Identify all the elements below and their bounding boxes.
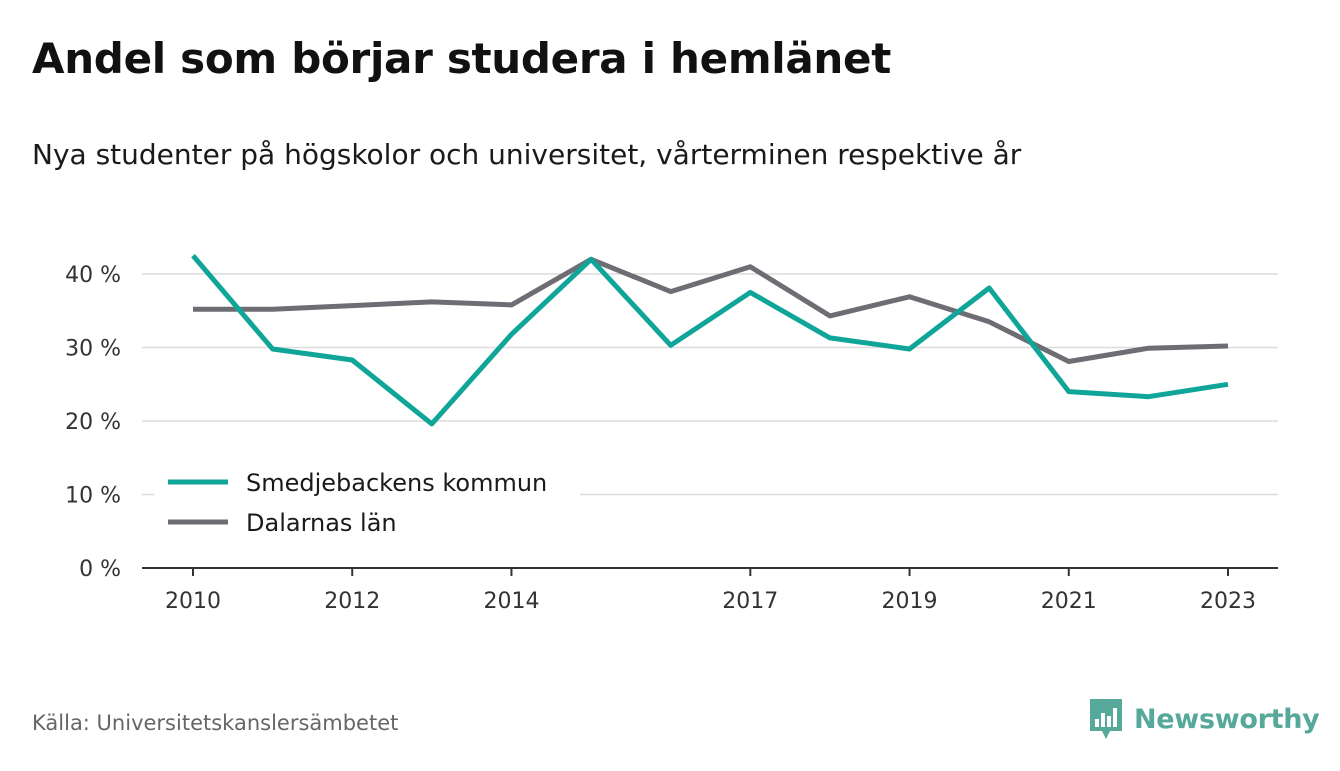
y-tick-label: 10 % xyxy=(65,484,121,509)
line-chart: 0 % 10 % 20 % 30 % 40 % 2010 2012 2014 2017 2019 2… xyxy=(65,253,1278,614)
x-tick-label: 2023 xyxy=(1200,589,1256,614)
y-tick-label: 40 % xyxy=(65,263,121,288)
chart-subtitle: Nya studenter på högskolor och universit… xyxy=(32,138,1022,171)
series-line-dalarna xyxy=(193,256,1229,364)
x-tick-label: 2021 xyxy=(1041,589,1097,614)
x-tick-label: 2012 xyxy=(324,589,380,614)
y-tick-label: 30 % xyxy=(65,337,121,362)
y-tick-label: 20 % xyxy=(65,410,121,435)
chart-title: Andel som börjar studera i hemlänet xyxy=(32,34,891,83)
x-tick-label: 2010 xyxy=(165,589,221,614)
series-line-smedjebacken xyxy=(191,253,1229,427)
newsworthy-logo-icon xyxy=(1090,699,1122,739)
legend: Smedjebackens kommun Dalarnas län xyxy=(154,469,580,538)
legend-label: Smedjebackens kommun xyxy=(246,469,547,497)
source-note: Källa: Universitetskanslersämbetet xyxy=(32,711,399,735)
x-tick-label: 2017 xyxy=(722,589,778,614)
brand-logo[interactable]: Newsworthy xyxy=(1088,697,1320,741)
x-tick-label: 2019 xyxy=(882,589,938,614)
legend-label: Dalarnas län xyxy=(246,509,397,537)
series-lines xyxy=(191,253,1229,427)
brand-name: Newsworthy xyxy=(1134,703,1320,735)
y-tick-label: 0 % xyxy=(79,557,121,582)
axes: 0 % 10 % 20 % 30 % 40 % 2010 2012 2014 2017 2019 2… xyxy=(65,263,1278,614)
x-tick-label: 2014 xyxy=(483,589,539,614)
